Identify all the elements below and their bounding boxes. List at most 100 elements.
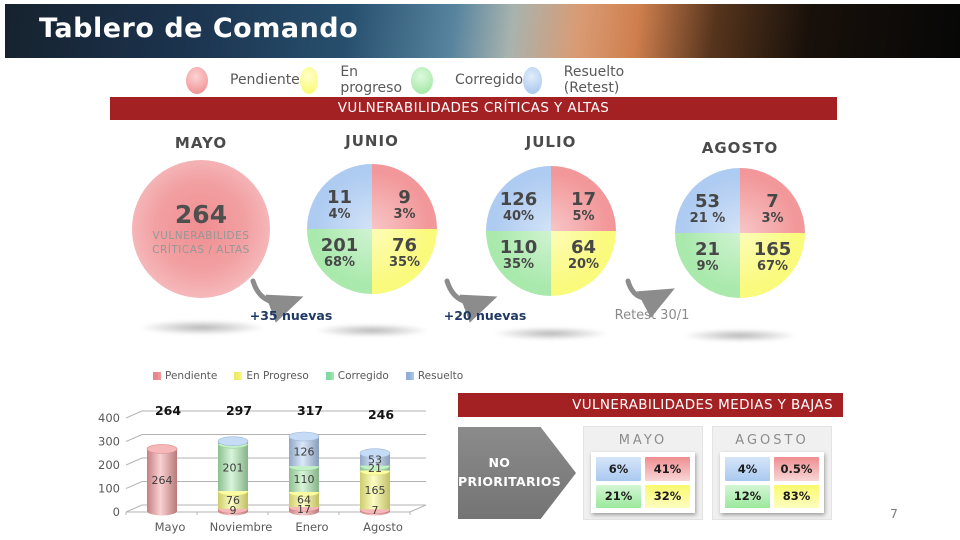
svg-text:7: 7 [372, 504, 379, 517]
resuelto-swatch-icon [405, 372, 414, 380]
criticas-banner: VULNERABILIDADES CRÍTICAS Y ALTAS [110, 97, 837, 120]
legend-label: Pendiente [165, 370, 218, 382]
month-label-julio: JULIO [525, 133, 577, 151]
cell-progreso: 83% [774, 484, 819, 508]
header-bar: Tablero de Comando [5, 4, 960, 58]
barchart-legend-resuelto: Resuelto [405, 370, 464, 382]
month-label-mayo: MAYO [174, 134, 228, 152]
segment-percent: 67% [756, 259, 789, 275]
medias-panel-agosto: AGOSTO 4% 0.5% 12% 83% [712, 426, 832, 520]
pie-julio-resuelto: 126 40% [486, 189, 551, 225]
segment-value: 17 [570, 189, 597, 210]
segment-percent: 20% [567, 257, 600, 273]
mayo-caption-line1: VULNERABILIDES [152, 229, 250, 242]
svg-text:297: 297 [226, 403, 252, 418]
legend-label: Corregido [337, 370, 389, 382]
legend-label: Corregido [454, 72, 524, 88]
shadow-ellipse [138, 320, 266, 335]
segment-value: 110 [499, 237, 538, 258]
svg-text:110: 110 [294, 473, 315, 486]
barchart-legend-progreso: En Progreso [234, 370, 309, 382]
pie-junio-corregido: 201 68% [307, 235, 372, 271]
chevron-line2: PRIORITARIOS [458, 474, 562, 489]
svg-text:300: 300 [98, 435, 120, 449]
pie-agosto: 53 21 % 7 3% 21 9% 165 67% [675, 168, 805, 298]
legend-item-corregido: Corregido [410, 66, 524, 94]
svg-text:53: 53 [368, 453, 382, 466]
medias-grid-agosto: 4% 0.5% 12% 83% [720, 452, 824, 513]
pie-junio-resuelto: 11 4% [307, 187, 372, 223]
page-title: Tablero de Comando [39, 13, 359, 44]
legend-label: Resuelto [417, 370, 464, 382]
cell-pendiente: 0.5% [774, 457, 819, 481]
barchart-legend: Pendiente En Progreso Corregido Resuelto [153, 370, 463, 382]
pie-agosto-pendiente: 7 3% [740, 191, 805, 227]
cell-resuelto: 4% [725, 457, 770, 481]
segment-value: 21 [694, 239, 721, 260]
svg-text:264: 264 [155, 403, 181, 418]
medias-panel-mayo: MAYO 6% 41% 21% 32% [583, 426, 703, 520]
cell-corregido: 21% [596, 484, 641, 508]
legend-item-resuelto: Resuelto (Retest) [523, 64, 666, 96]
segment-percent: 3% [761, 211, 784, 227]
arrow-junio-julio-icon [444, 278, 498, 323]
pie-julio: 126 40% 17 5% 110 35% 64 20% [486, 166, 616, 296]
segment-value: 64 [570, 237, 597, 258]
segment-percent: 35% [502, 257, 535, 273]
svg-text:76: 76 [226, 494, 240, 507]
cell-corregido: 12% [725, 484, 770, 508]
segment-percent: 4% [328, 207, 351, 223]
svg-text:126: 126 [294, 445, 315, 458]
medias-banner: VULNERABILIDADES MEDIAS Y BAJAS [458, 393, 843, 417]
segment-percent: 5% [572, 209, 595, 225]
svg-text:100: 100 [98, 482, 120, 496]
segment-value: 9 [398, 187, 411, 208]
pie-julio-progreso: 64 20% [551, 237, 616, 273]
svg-text:0: 0 [113, 505, 120, 519]
corregido-dot-icon [410, 66, 433, 94]
mayo-total-value: 264 [174, 200, 228, 230]
month-label-junio: JUNIO [345, 132, 399, 150]
no-prioritarios-label: NO PRIORITARIOS [458, 454, 562, 492]
pie-agosto-resuelto: 53 21 % [675, 191, 740, 227]
shadow-ellipse [682, 329, 798, 342]
svg-text:Agosto: Agosto [363, 520, 403, 534]
segment-value: 76 [391, 235, 418, 256]
svg-text:264: 264 [152, 474, 173, 487]
legend-item-progreso: En progreso [299, 64, 411, 96]
pie-agosto-corregido: 21 9% [675, 239, 740, 275]
pie-julio-corregido: 110 35% [486, 237, 551, 273]
pie-julio-pendiente: 17 5% [551, 189, 616, 225]
legend-label: En Progreso [246, 370, 309, 382]
pie-junio-pendiente: 9 3% [372, 187, 437, 223]
legend-label: En progreso [340, 64, 403, 96]
pendiente-swatch-icon [153, 372, 161, 380]
legend-label: Resuelto (Retest) [563, 64, 625, 96]
svg-text:200: 200 [98, 458, 120, 472]
svg-text:9: 9 [230, 504, 237, 517]
segment-percent: 35% [388, 255, 421, 271]
svg-text:Enero: Enero [295, 520, 328, 534]
annotation-35-nuevas: +35 nuevas [249, 308, 333, 323]
svg-text:201: 201 [223, 461, 244, 474]
segment-percent: 3% [393, 207, 416, 223]
segment-percent: 68% [323, 255, 356, 271]
medias-panel-title: AGOSTO [735, 433, 809, 448]
svg-text:165: 165 [365, 484, 386, 497]
legend-label: Pendiente [230, 72, 300, 88]
annotation-20-nuevas: +20 nuevas [443, 308, 527, 323]
pie-agosto-progreso: 165 67% [740, 239, 805, 275]
progreso-dot-icon [299, 66, 319, 94]
status-legend: Pendiente En progreso Corregido Resuelto… [186, 64, 666, 96]
svg-text:Noviembre: Noviembre [210, 520, 273, 534]
no-prioritarios-chevron: NO PRIORITARIOS [458, 427, 576, 519]
svg-text:64: 64 [297, 493, 311, 506]
segment-value: 126 [499, 189, 538, 210]
segment-value: 201 [320, 235, 359, 256]
barchart-legend-pendiente: Pendiente [153, 370, 217, 382]
shadow-ellipse [314, 324, 430, 337]
medias-panel-title: MAYO [618, 433, 668, 448]
segment-percent: 40% [502, 209, 535, 225]
shadow-ellipse [493, 327, 609, 340]
pie-junio-progreso: 76 35% [372, 235, 437, 271]
